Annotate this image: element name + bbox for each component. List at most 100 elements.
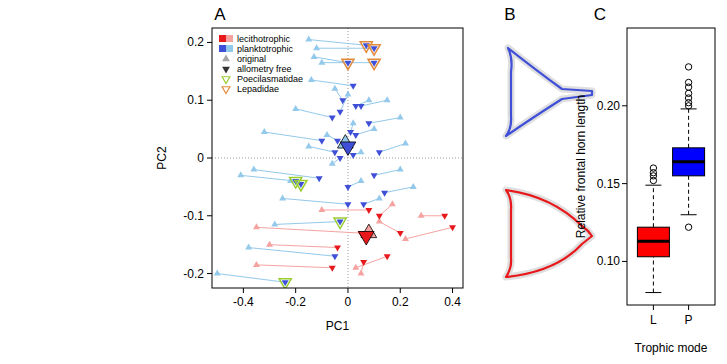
allometry-free-point bbox=[334, 246, 341, 252]
y-tick-label: 0.1 bbox=[187, 93, 204, 107]
frame bbox=[212, 28, 463, 288]
allometry-free-point bbox=[360, 202, 367, 208]
mean-allometry-free bbox=[340, 142, 356, 156]
allometry-free-point bbox=[441, 214, 448, 220]
original-point bbox=[324, 131, 331, 137]
family-point bbox=[368, 59, 380, 69]
shift-line bbox=[249, 248, 335, 257]
original-point bbox=[250, 166, 257, 172]
reference-line bbox=[212, 158, 463, 159]
y-tick bbox=[622, 183, 627, 184]
shift-line bbox=[256, 227, 361, 233]
legend-swatch bbox=[226, 35, 233, 42]
staple bbox=[681, 214, 697, 215]
whisker bbox=[653, 185, 654, 227]
x-tick bbox=[400, 288, 401, 293]
allometry-free-point bbox=[371, 173, 378, 179]
original-point bbox=[376, 194, 383, 200]
shift-line bbox=[254, 170, 319, 179]
original-point bbox=[402, 235, 409, 241]
shift-line bbox=[374, 170, 400, 176]
outlier bbox=[685, 64, 691, 70]
shift-line bbox=[322, 210, 369, 211]
original-point bbox=[365, 96, 372, 102]
outlier bbox=[685, 224, 691, 230]
x-tick bbox=[688, 305, 689, 310]
panel-label: A bbox=[214, 5, 226, 24]
allometry-free-point bbox=[449, 225, 456, 231]
original-point bbox=[237, 171, 244, 177]
allometry-free-point bbox=[344, 202, 351, 208]
y-tick bbox=[622, 105, 627, 106]
y-tick-label: 0.20 bbox=[597, 99, 621, 113]
original-point bbox=[271, 220, 278, 226]
y-tick bbox=[207, 215, 212, 216]
shift-line bbox=[296, 109, 333, 118]
median bbox=[673, 160, 705, 163]
allometry-free-point bbox=[350, 84, 357, 90]
allometry-free-point bbox=[384, 254, 391, 260]
plot-area-c bbox=[637, 64, 704, 293]
outlier bbox=[685, 79, 691, 85]
allometry-free-point bbox=[337, 110, 344, 116]
allometry-free-point bbox=[347, 130, 354, 136]
frame bbox=[627, 28, 715, 305]
y-tick bbox=[207, 100, 212, 101]
legend-label: original bbox=[237, 54, 266, 64]
shift-line bbox=[270, 245, 338, 248]
allometry-free-point bbox=[339, 98, 346, 104]
y-tick-label: 0.10 bbox=[597, 254, 621, 268]
y-tick bbox=[207, 273, 212, 274]
outlier bbox=[650, 165, 656, 171]
x-tick-label: -0.2 bbox=[285, 295, 306, 309]
whisker bbox=[688, 109, 689, 148]
original-point bbox=[253, 223, 260, 229]
original-point bbox=[245, 244, 252, 250]
shift-line bbox=[256, 265, 332, 268]
x-axis-label: Trophic mode bbox=[635, 341, 708, 355]
allometry-free-point bbox=[337, 156, 344, 162]
original-point bbox=[344, 90, 351, 96]
legend-swatch bbox=[226, 45, 233, 52]
plot-area-a bbox=[212, 28, 463, 288]
legend-label: lecithotrophic bbox=[237, 34, 291, 44]
shift-line bbox=[340, 94, 348, 111]
x-tick-label: 0.4 bbox=[444, 295, 461, 309]
shift-line bbox=[356, 256, 387, 268]
allometry-free-point bbox=[352, 133, 359, 139]
y-tick-label: 0 bbox=[197, 151, 204, 165]
whisker bbox=[688, 176, 689, 215]
y-tick-label: -0.1 bbox=[183, 209, 204, 223]
allometry-free-point bbox=[344, 185, 351, 191]
original-point bbox=[331, 85, 338, 91]
shift-line bbox=[311, 80, 353, 86]
box bbox=[637, 227, 669, 257]
legend-symbol bbox=[222, 55, 230, 62]
shift-line bbox=[361, 100, 387, 106]
staple bbox=[645, 292, 661, 293]
legend-symbol bbox=[222, 67, 230, 74]
allometry-free-point bbox=[316, 176, 323, 182]
original-point bbox=[261, 128, 268, 134]
figure: A-0.4-0.200.20.4-0.2-0.100.10.2PC1PC2lec… bbox=[0, 0, 727, 364]
panel-label: C bbox=[594, 5, 606, 24]
original-point bbox=[418, 212, 425, 218]
original-point bbox=[318, 59, 325, 65]
original-point bbox=[397, 166, 404, 172]
x-tick bbox=[347, 288, 348, 293]
x-tick bbox=[452, 288, 453, 293]
shift-line bbox=[217, 274, 285, 283]
box bbox=[673, 148, 705, 176]
family-point bbox=[279, 279, 291, 288]
y-axis-label: PC2 bbox=[155, 146, 169, 170]
y-axis-label: Relative frontal horn length bbox=[574, 95, 588, 238]
shift-line bbox=[385, 187, 414, 193]
y-tick bbox=[207, 158, 212, 159]
shift-line bbox=[264, 132, 322, 141]
original-point bbox=[397, 114, 404, 120]
family-point bbox=[342, 59, 354, 69]
original-point bbox=[384, 96, 391, 102]
allometry-free-point bbox=[365, 208, 372, 214]
staple bbox=[645, 185, 661, 186]
original-point bbox=[310, 53, 317, 59]
